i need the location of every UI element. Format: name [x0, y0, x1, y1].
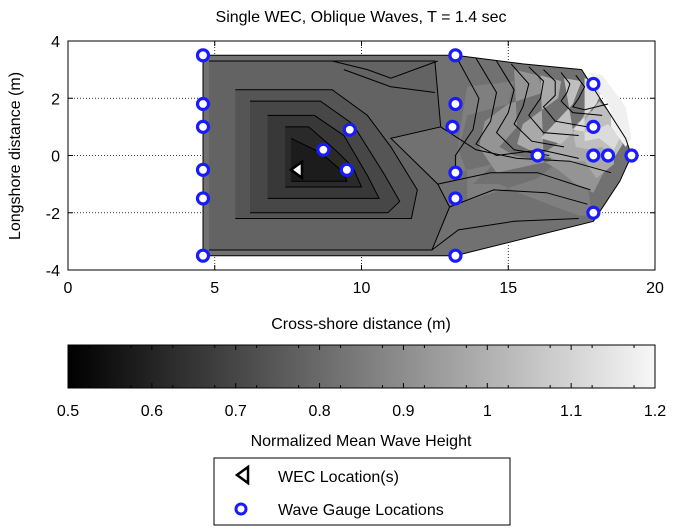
- wave-gauge-marker: [448, 165, 463, 180]
- legend-label-wec: WEC Location(s): [278, 469, 399, 486]
- wave-gauge-marker: [339, 162, 354, 177]
- contour-line: [267, 114, 380, 199]
- markers: [195, 48, 639, 263]
- contour-line: [495, 60, 550, 156]
- contour-line: [431, 218, 579, 251]
- colorbar-tick-label: 0.7: [225, 403, 247, 420]
- contour-line: [528, 66, 579, 136]
- x-tick-label: 5: [210, 280, 219, 297]
- legend: WEC Location(s) Wave Gauge Locations: [213, 457, 511, 526]
- contour-line: [571, 74, 609, 111]
- colorbar-tick-label: 1: [483, 403, 492, 420]
- wave-gauge-marker: [195, 248, 211, 263]
- wave-gauge-marker: [586, 205, 601, 220]
- colorbar-tick-label: 0.5: [57, 403, 79, 420]
- y-tick-label: -4: [46, 263, 60, 280]
- colorbar-tick-label: 0.8: [308, 403, 330, 420]
- chart-title: Single WEC, Oblique Waves, T = 1.4 sec: [216, 9, 507, 26]
- colorbar-tick-label: 1.1: [560, 403, 582, 420]
- y-tick-label: -2: [46, 206, 60, 223]
- colorbar-tick-label: 0.9: [392, 403, 414, 420]
- wave-gauge-marker: [195, 191, 211, 206]
- wave-gauge-marker: [195, 162, 211, 177]
- contour-band: [291, 138, 347, 182]
- contour-line: [285, 126, 363, 188]
- y-tick-label: 0: [51, 149, 60, 166]
- y-tick-label: 4: [51, 34, 60, 51]
- wec-marker: [288, 159, 304, 181]
- y-axis-label: Longshore distance (m): [7, 72, 24, 240]
- colorbar-label: Normalized Mean Wave Height: [251, 433, 472, 450]
- contour-line: [510, 63, 565, 148]
- wave-gauge-marker: [448, 96, 463, 112]
- wave-gauge-marker: [530, 148, 545, 163]
- contour-line: [208, 60, 451, 251]
- axis-ticks: 0 5 10 15 20 -4 -2 0 2 4: [46, 34, 664, 297]
- wave-gauge-marker: [600, 148, 616, 163]
- wave-gauge-marker: [195, 96, 211, 112]
- x-tick-label: 0: [64, 280, 73, 297]
- wave-gauge-marker: [195, 119, 211, 134]
- colorbar-tick-label: 1.2: [644, 403, 666, 420]
- contour-line: [454, 55, 480, 173]
- wave-gauge-marker: [448, 48, 463, 63]
- contour-line: [250, 100, 401, 214]
- wave-gauge-marker: [316, 142, 331, 157]
- contour-line: [449, 189, 588, 208]
- contour-line: [437, 172, 591, 191]
- colorbar-tick-label: 0.6: [141, 403, 163, 420]
- wave-gauge-marker: [586, 119, 601, 134]
- contour-band: [572, 78, 620, 150]
- legend-box: [213, 457, 511, 526]
- contour-line: [235, 89, 418, 219]
- wave-gauge-marker: [586, 76, 601, 92]
- x-tick-label: 10: [353, 280, 371, 297]
- legend-label-gauge: Wave Gauge Locations: [278, 502, 444, 519]
- contour-line: [542, 69, 588, 128]
- colorbar: [67, 344, 656, 389]
- contour-line: [343, 69, 435, 93]
- y-tick-label: 2: [51, 91, 60, 108]
- wec-triangle-icon: [234, 464, 250, 486]
- wave-gauge-marker: [342, 122, 357, 137]
- contour-line: [332, 60, 438, 79]
- x-tick-label: 15: [499, 280, 517, 297]
- wave-gauge-marker: [586, 148, 601, 163]
- x-tick-label: 20: [646, 280, 664, 297]
- wave-gauge-marker: [195, 48, 211, 63]
- wave-gauge-marker: [448, 248, 463, 263]
- gauge-circle-icon: [234, 502, 248, 516]
- contour-line: [560, 72, 603, 116]
- contour-band: [590, 72, 632, 147]
- x-axis-label: Cross-shore distance (m): [271, 316, 451, 333]
- wave-gauge-marker: [445, 119, 460, 134]
- colorbar-ticks: 0.5 0.6 0.7 0.8 0.9 1 1.1 1.2: [57, 345, 666, 420]
- wave-gauge-marker: [448, 191, 463, 206]
- contour-line: [440, 126, 612, 174]
- wave-gauge-marker: [624, 148, 639, 163]
- contour-band: [455, 81, 597, 216]
